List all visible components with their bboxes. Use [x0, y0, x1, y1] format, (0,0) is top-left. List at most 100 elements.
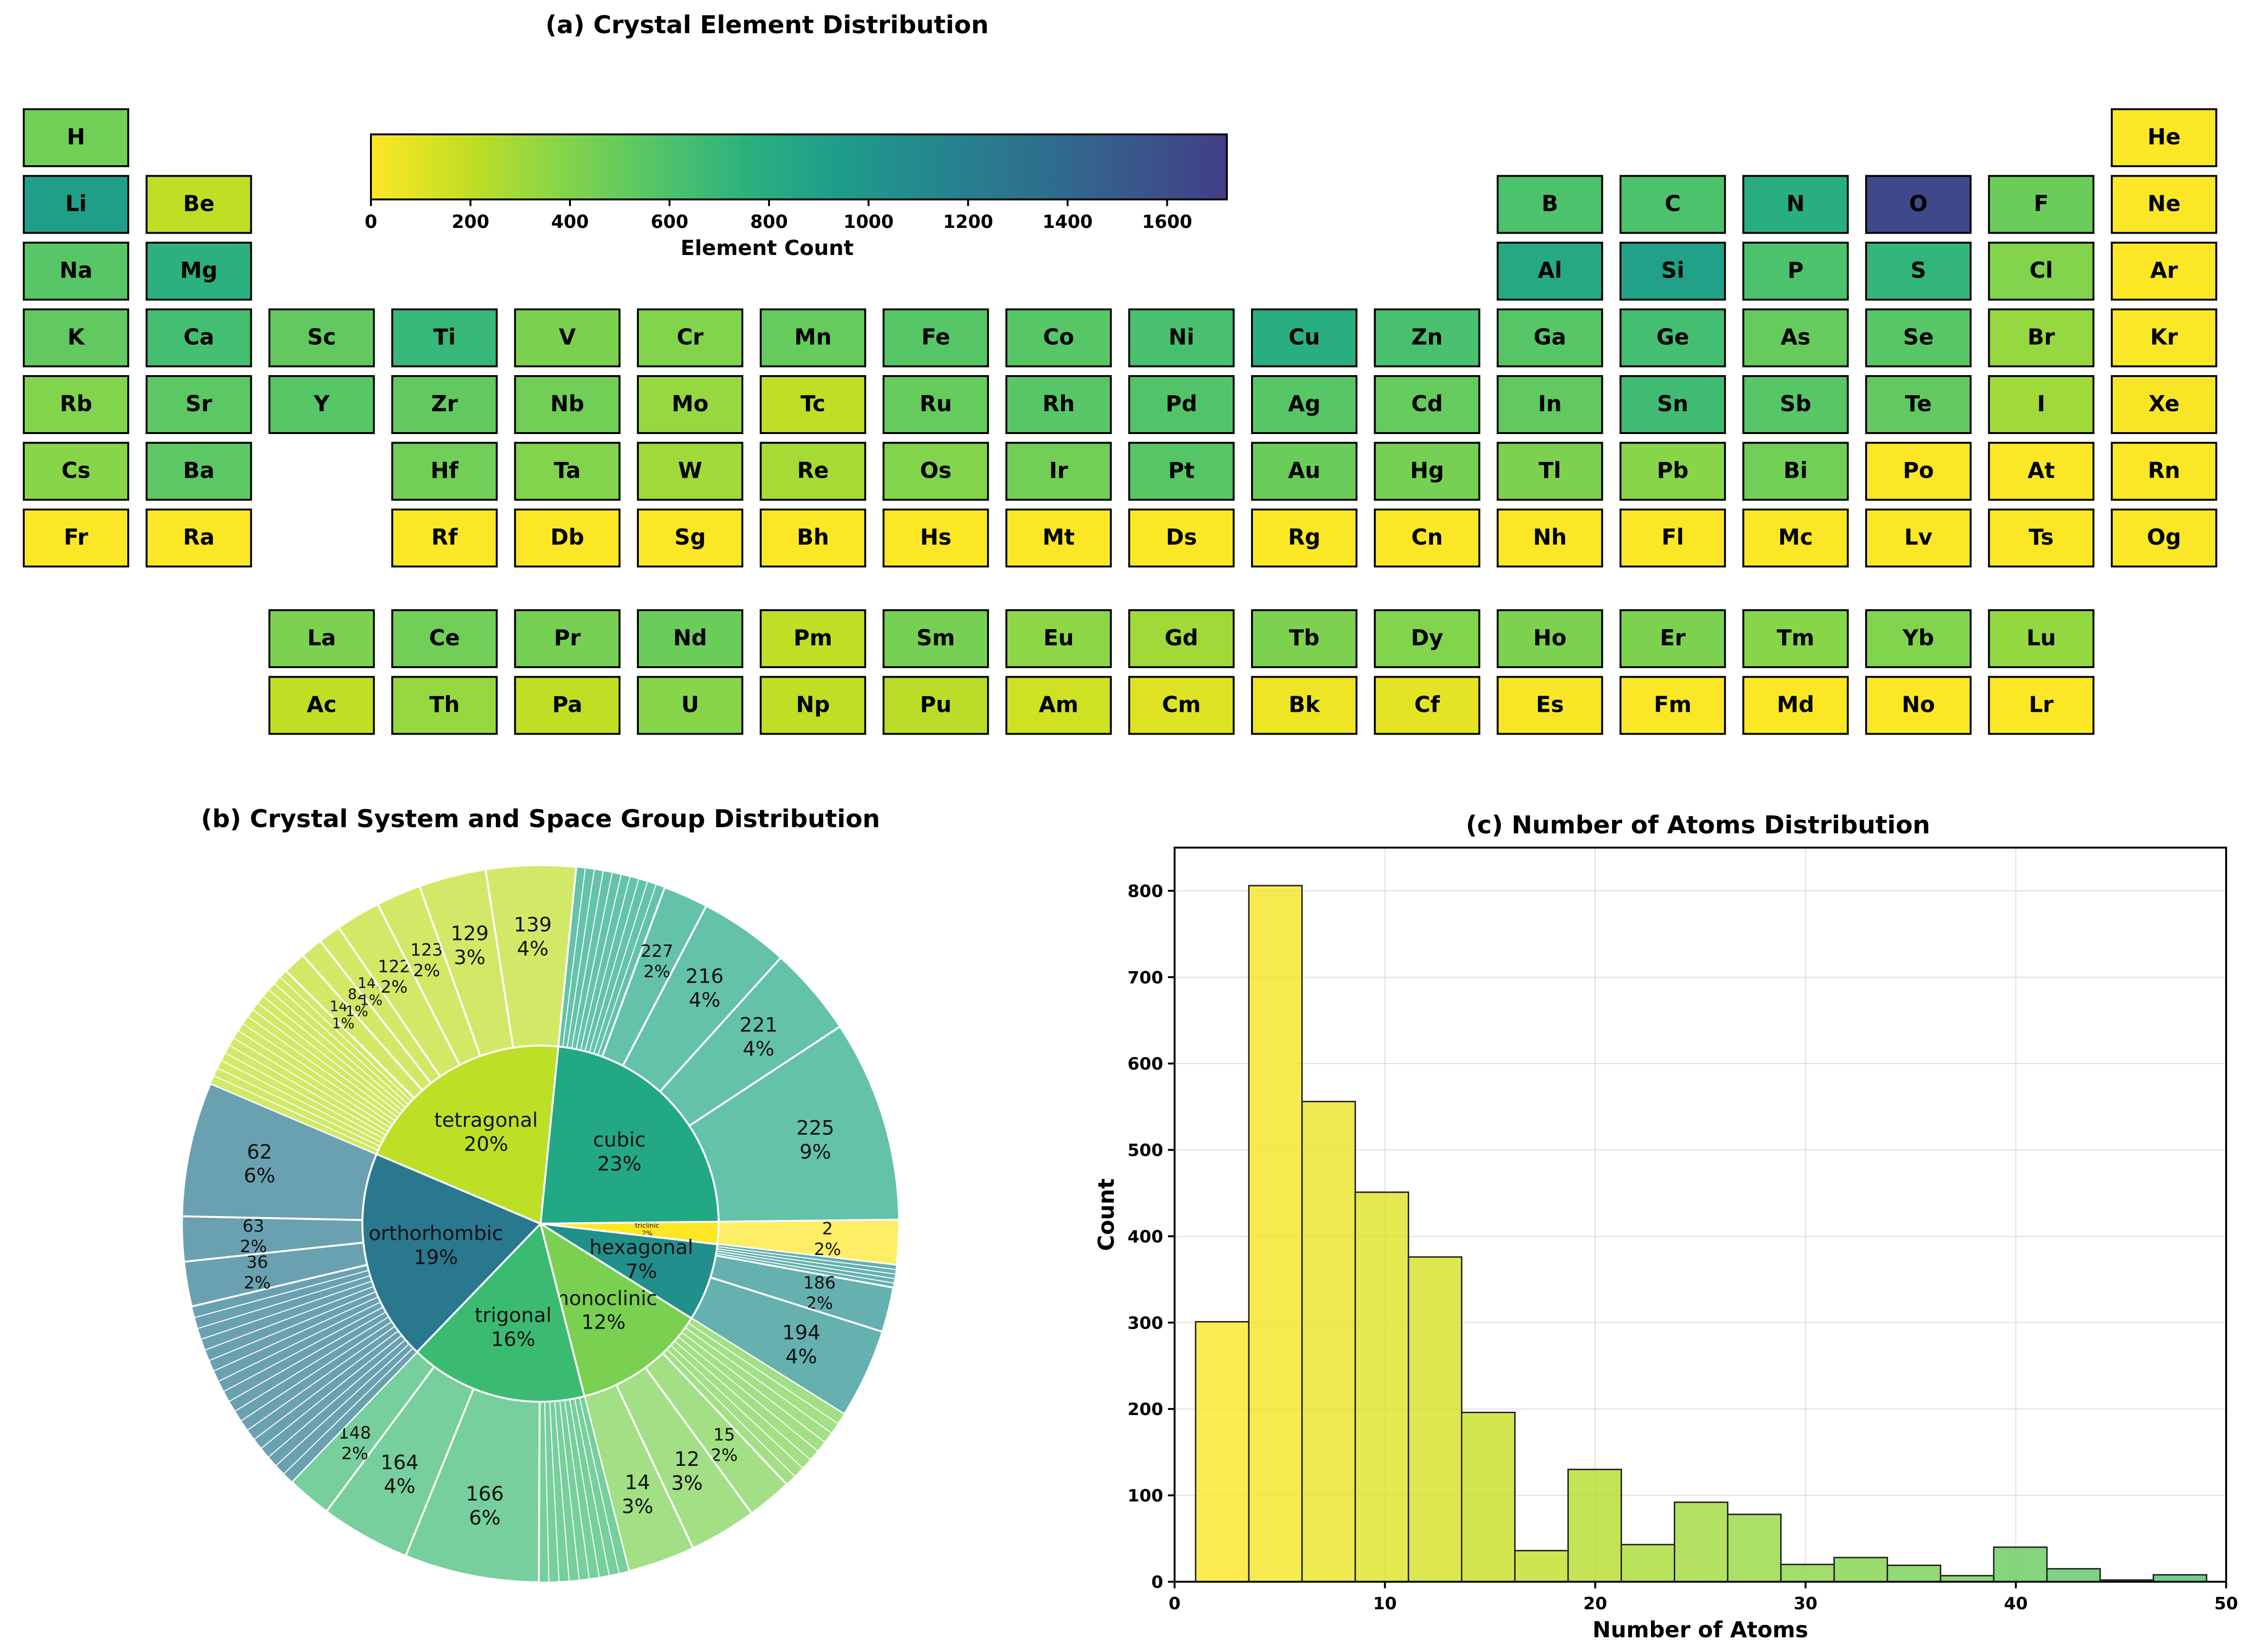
space-group-label: 4%: [517, 937, 549, 960]
element-symbol: Pu: [920, 692, 951, 717]
element-cell: [1619, 676, 1726, 735]
space-group-sunburst: (b) Crystal System and Space Group Distr…: [181, 805, 900, 1583]
element-tile-fm: Fm: [1619, 676, 1726, 735]
element-symbol: Ra: [183, 524, 214, 550]
element-cell: [391, 442, 498, 501]
element-cell: [268, 609, 375, 668]
space-group-label: 1%: [332, 1016, 355, 1032]
sunburst-title: (b) Crystal System and Space Group Distr…: [201, 805, 880, 833]
element-tile-br: Br: [1988, 308, 2095, 368]
element-symbol: Mt: [1043, 524, 1075, 550]
histogram-bar: [1461, 1412, 1516, 1583]
element-cell: [1128, 509, 1235, 567]
element-cell: [1988, 175, 2095, 234]
element-tile-mn: Mn: [759, 308, 866, 368]
element-tile-ba: Ba: [145, 442, 252, 501]
element-symbol: Cs: [61, 458, 90, 483]
space-group-label: 186: [803, 1273, 836, 1293]
element-cell: [1251, 509, 1357, 567]
space-group-label: 4%: [384, 1474, 416, 1498]
element-tile-w: W: [637, 442, 743, 501]
element-tile-os: Os: [882, 442, 989, 501]
element-tile-cs: Cs: [23, 442, 129, 501]
y-tick-label: 0: [1151, 1573, 1163, 1592]
system-label: orthorhombic: [369, 1222, 503, 1245]
element-cell: [1374, 308, 1480, 368]
element-tile-bi: Bi: [1742, 442, 1849, 501]
element-tile-sr: Sr: [145, 375, 252, 434]
element-symbol: F: [2034, 191, 2049, 217]
element-cell: [268, 375, 375, 434]
element-symbol: Si: [1661, 257, 1684, 283]
x-tick-label: 40: [2004, 1594, 2028, 1614]
element-symbol: Nh: [1533, 524, 1567, 550]
space-group-label: 4%: [689, 988, 721, 1011]
element-symbol: Yb: [1902, 625, 1934, 651]
element-symbol: Og: [2147, 524, 2181, 550]
system-label: 19%: [414, 1246, 458, 1269]
element-cell: [1128, 442, 1235, 501]
element-symbol: Sm: [917, 625, 955, 651]
histogram-x-ticks: 0 10 20 30 40 50: [1168, 1582, 2238, 1614]
element-tile-lv: Lv: [1865, 509, 1972, 567]
space-group-label: 6%: [469, 1506, 501, 1529]
element-tile-hf: Hf: [391, 442, 498, 501]
element-symbol: Cm: [1162, 692, 1201, 717]
element-symbol: Fl: [1661, 524, 1684, 550]
element-cell: [1374, 375, 1480, 434]
element-cell: [1865, 609, 1972, 668]
element-cell: [637, 308, 743, 368]
element-cell: [1988, 308, 2095, 368]
element-tile-ne: Ne: [2111, 175, 2218, 234]
element-cell: [145, 308, 252, 368]
space-group-label: 3%: [671, 1471, 703, 1494]
element-symbol: Te: [1905, 391, 1932, 416]
space-group-label: 4%: [743, 1037, 775, 1060]
element-symbol: C: [1665, 191, 1681, 217]
space-group-label: 221: [740, 1013, 778, 1037]
element-tile-yb: Yb: [1865, 609, 1972, 668]
system-label: monoclinic: [550, 1286, 657, 1310]
element-symbol: Tc: [800, 391, 825, 416]
system-label: cubic: [593, 1128, 645, 1152]
element-tile-ho: Ho: [1497, 609, 1603, 668]
element-tile-c: C: [1619, 175, 1726, 234]
element-tile-ra: Ra: [145, 509, 252, 567]
space-group-label: 216: [685, 964, 723, 988]
element-tile-sg: Sg: [637, 509, 743, 567]
element-cell: [23, 175, 129, 234]
element-cell: [2111, 108, 2218, 167]
element-tile-ac: Ac: [268, 676, 375, 735]
y-tick-label: 400: [1128, 1227, 1163, 1246]
element-symbol: Br: [2028, 324, 2055, 350]
system-label: 16%: [491, 1327, 535, 1350]
element-tile-se: Se: [1865, 308, 1972, 368]
element-tile-mo: Mo: [637, 375, 743, 434]
system-label: hexagonal: [589, 1236, 693, 1259]
histogram-bar: [1993, 1546, 2048, 1583]
element-tile-rg: Rg: [1251, 509, 1357, 567]
element-symbol: Os: [920, 458, 951, 483]
element-tile-xe: Xe: [2111, 375, 2218, 434]
element-tile-be: Be: [145, 175, 252, 234]
element-symbol: La: [307, 625, 336, 651]
element-tile-gd: Gd: [1128, 609, 1235, 668]
element-symbol: Tl: [1539, 458, 1561, 483]
element-tile-as: As: [1742, 308, 1849, 368]
colorbar-tick-label: 800: [750, 211, 787, 232]
element-cell: [882, 375, 989, 434]
element-symbol: Be: [183, 191, 214, 217]
element-cell: [145, 509, 252, 567]
element-cell: [882, 509, 989, 567]
element-tile-eu: Eu: [1005, 609, 1112, 668]
element-tile-la: La: [268, 609, 375, 668]
element-tile-cm: Cm: [1128, 676, 1235, 735]
element-symbol: O: [1909, 191, 1927, 217]
element-tile-db: Db: [514, 509, 621, 567]
element-tile-si: Si: [1619, 242, 1726, 301]
element-symbol: Bi: [1783, 458, 1808, 483]
element-tile-es: Es: [1497, 676, 1603, 735]
element-tile-ar: Ar: [2111, 242, 2218, 301]
histogram-bar: [2153, 1574, 2208, 1583]
